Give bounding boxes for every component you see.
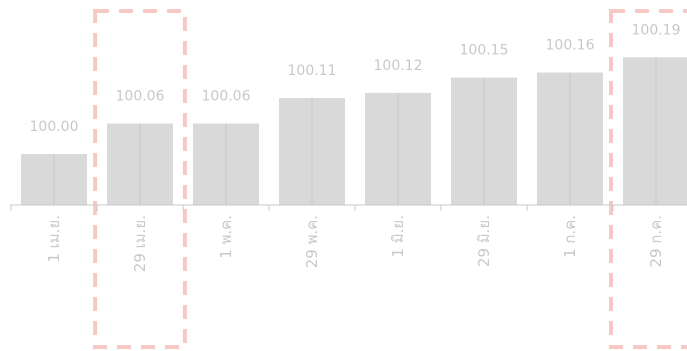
bar [623, 57, 687, 205]
value-label: 100.16 [546, 38, 595, 54]
x-tick-label: 29 ก.ค. [647, 215, 665, 268]
value-label: 100.12 [374, 58, 423, 74]
x-tick-label: 1 มิ.ย. [389, 215, 407, 258]
x-tick-label: 1 ก.ค. [561, 215, 579, 258]
bars [21, 57, 687, 205]
x-tick-label: 1 พ.ค. [217, 215, 235, 259]
x-tick-label: 29 เม.ย. [131, 215, 149, 272]
x-tick-label: 1 เม.ย. [45, 215, 63, 263]
x-axis-tick-labels: 1 เม.ย. 29 เม.ย. 1 พ.ค. 29 พ.ค. 1 มิ.ย. 29 มิ… [45, 215, 665, 272]
value-label: 100.19 [632, 22, 681, 38]
value-label: 100.11 [288, 63, 337, 79]
value-label: 100.06 [202, 89, 251, 105]
value-label: 100.06 [116, 89, 165, 105]
x-tick-label: 29 พ.ค. [303, 215, 321, 268]
value-label: 100.15 [460, 43, 509, 59]
value-label: 100.00 [30, 119, 79, 135]
x-axis-ticks [11, 205, 687, 211]
x-tick-label: 29 มิ.ย. [475, 215, 493, 267]
